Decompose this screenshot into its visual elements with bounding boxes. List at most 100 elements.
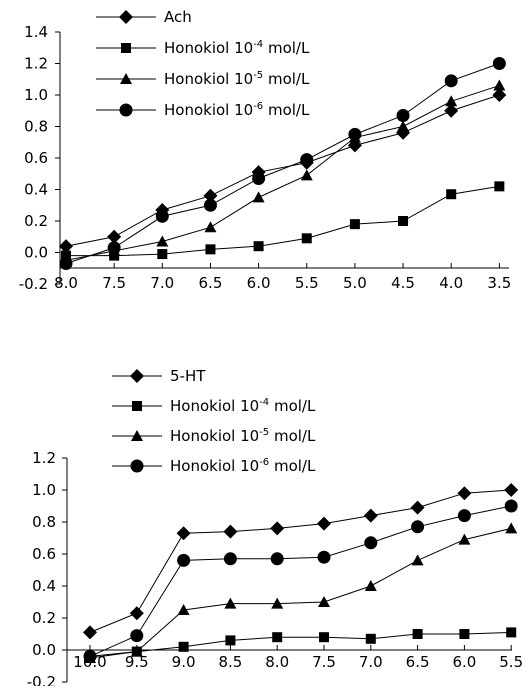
data-point-circle xyxy=(492,57,506,70)
legend-label-text: Honokiol 10 xyxy=(170,397,259,415)
data-point-square xyxy=(157,249,168,260)
legend-label-unit: mol/L xyxy=(269,427,316,445)
data-point-square xyxy=(398,216,409,226)
series-line xyxy=(89,631,512,657)
legend-entry: Honokiol 10-5 mol/L xyxy=(112,427,316,445)
legend-label: Honokiol 10-6 mol/L xyxy=(164,101,310,119)
legend-label-superscript: -6 xyxy=(253,101,263,112)
legend-circle-marker xyxy=(119,103,133,117)
legend-label-superscript: -4 xyxy=(253,39,263,50)
legend-label-text: Honokiol 10 xyxy=(164,39,253,57)
legend-triangle-marker xyxy=(120,73,132,84)
y-tick-label: -0.2 xyxy=(19,275,48,293)
legend-label: Ach xyxy=(164,8,192,26)
data-point-diamond xyxy=(129,606,144,621)
y-tick-label: 0.2 xyxy=(24,212,48,230)
data-point-triangle xyxy=(505,522,518,534)
data-point-circle xyxy=(155,209,169,223)
y-tick-label: 0.4 xyxy=(24,181,48,199)
data-point-diamond xyxy=(223,524,238,539)
legend-entry: Honokiol 10-4 mol/L xyxy=(96,39,310,57)
legend-label-text: Honokiol 10 xyxy=(170,457,259,475)
legend-entry: Ach xyxy=(96,8,192,26)
data-point-diamond xyxy=(59,239,73,254)
y-tick-label: 1.2 xyxy=(24,55,48,73)
series-line xyxy=(89,505,512,657)
data-point-circle xyxy=(396,108,410,122)
legend-label-superscript: -5 xyxy=(259,427,269,438)
legend-label-unit: mol/L xyxy=(269,457,316,475)
legend-entry: Honokiol 10-5 mol/L xyxy=(96,70,310,88)
series-triangle xyxy=(84,522,518,663)
data-point-diamond xyxy=(444,103,459,118)
series-diamond xyxy=(83,483,519,640)
data-point-circle xyxy=(348,127,362,141)
data-point-circle xyxy=(270,552,284,566)
y-tick-label: 0.0 xyxy=(32,641,56,659)
data-point-square xyxy=(365,633,376,644)
data-point-triangle xyxy=(177,604,190,615)
data-point-triangle xyxy=(458,533,471,545)
y-tick-label: 1.0 xyxy=(24,86,48,104)
data-point-circle xyxy=(203,198,217,212)
legend-label-unit: mol/L xyxy=(263,70,310,88)
legend-entry: 5-HT xyxy=(112,367,206,385)
legend-entry: Honokiol 10-6 mol/L xyxy=(96,101,310,119)
x-tick-label: 6.5 xyxy=(406,653,430,671)
data-point-square xyxy=(319,632,329,643)
legend-label-superscript: -4 xyxy=(259,397,269,408)
legend-label-text: Honokiol 10 xyxy=(170,427,259,445)
data-point-square xyxy=(272,632,283,643)
legend-label-text: Honokiol 10 xyxy=(164,70,253,88)
y-tick-label: 0.8 xyxy=(32,513,56,531)
legend-entry: Honokiol 10-6 mol/L xyxy=(112,457,316,475)
legend-triangle-marker xyxy=(131,430,143,441)
y-tick-label: 1.0 xyxy=(32,481,56,499)
y-tick-label: -0.2 xyxy=(27,673,56,686)
x-tick-label: 6.0 xyxy=(247,274,271,292)
y-tick-label: 0.8 xyxy=(24,118,48,136)
legend-label: Honokiol 10-5 mol/L xyxy=(170,427,316,445)
data-point-square xyxy=(225,635,236,646)
legend-entry: Honokiol 10-4 mol/L xyxy=(112,397,316,415)
data-point-circle xyxy=(177,553,191,567)
legend-label: Honokiol 10-5 mol/L xyxy=(164,70,310,88)
x-tick-label: 8.5 xyxy=(218,653,242,671)
legend-label-superscript: -6 xyxy=(259,457,269,468)
data-point-circle xyxy=(107,241,121,255)
data-point-circle xyxy=(457,509,471,523)
data-point-triangle xyxy=(130,645,143,657)
legend-label: Honokiol 10-4 mol/L xyxy=(164,39,310,57)
y-tick-label: 0.6 xyxy=(24,149,48,167)
legend-label-text: 5-HT xyxy=(170,367,206,385)
data-point-square xyxy=(178,641,189,652)
data-point-circle xyxy=(411,520,425,534)
data-point-diamond xyxy=(492,88,507,102)
data-point-triangle xyxy=(397,120,410,132)
x-tick-label: 5.0 xyxy=(343,274,367,292)
data-point-triangle xyxy=(300,169,313,181)
data-point-triangle xyxy=(411,554,424,566)
data-point-circle xyxy=(300,153,314,167)
chart-1: -0.2 0.0 0.2 0.4 0.6 0.8 1.0 1.2 1.4 8.0 7.5 7.0 6.5… xyxy=(19,8,512,293)
x-tick-label: 5.5 xyxy=(499,653,523,671)
x-tick-label: 4.5 xyxy=(391,274,415,292)
legend-label-unit: mol/L xyxy=(263,39,310,57)
legend-label: 5-HT xyxy=(170,367,206,385)
legend-label-text: Honokiol 10 xyxy=(164,101,253,119)
y-tick-label: 1.4 xyxy=(24,23,48,41)
data-point-diamond xyxy=(504,483,519,497)
data-point-triangle xyxy=(224,597,237,609)
data-point-diamond xyxy=(83,625,97,640)
legend-square-marker xyxy=(121,43,131,53)
data-point-triangle xyxy=(493,79,506,91)
series-line xyxy=(89,527,512,659)
legend-square-marker xyxy=(132,401,142,411)
data-point-diamond xyxy=(176,526,191,541)
data-point-circle xyxy=(223,552,237,566)
y-tick-label: 0.4 xyxy=(32,577,56,595)
